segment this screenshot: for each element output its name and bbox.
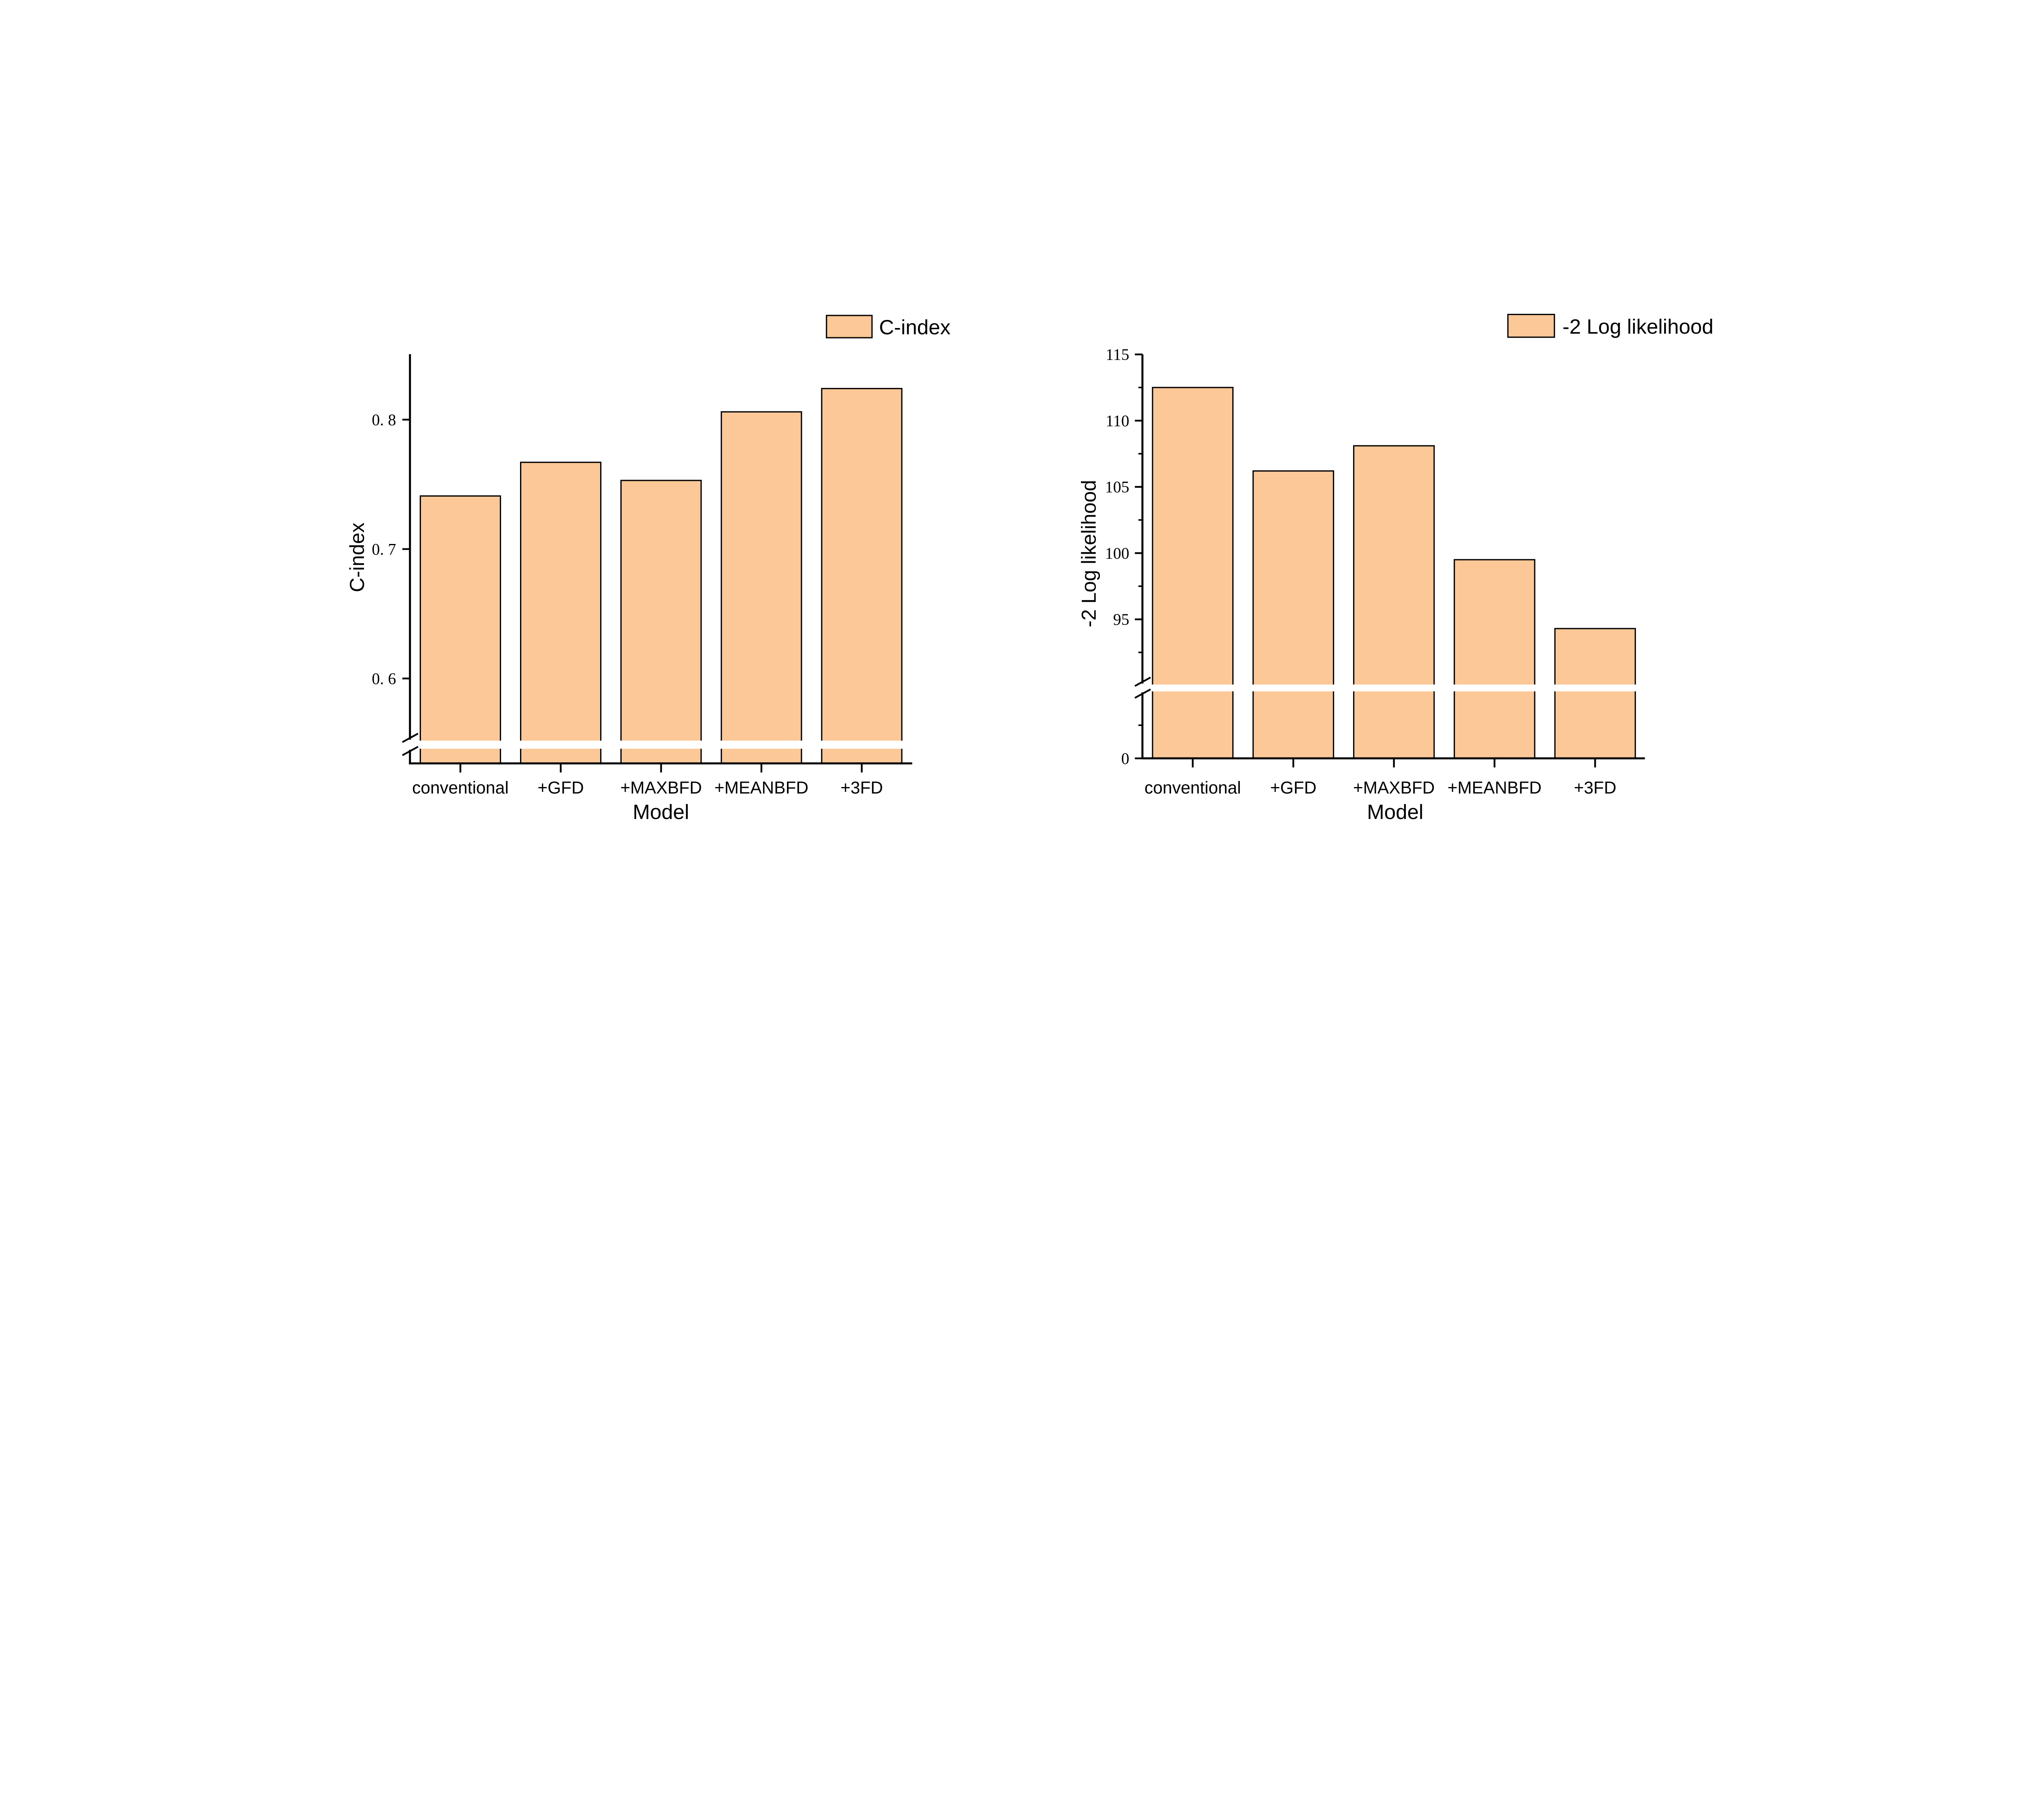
y-tick-label: 105 [1105, 478, 1129, 496]
axis-break-mark [1134, 677, 1151, 687]
bar-+GFD [520, 461, 602, 764]
bar-+MEANBFD [1453, 559, 1536, 759]
y-tick-label: 100 [1105, 544, 1129, 562]
bar-+3FD [821, 388, 903, 764]
y-tick-label: 0. 6 [372, 669, 396, 688]
x-tick-label: +MEANBFD [1447, 779, 1542, 798]
x-tick-label: +GFD [537, 779, 584, 798]
y-tick-label: 0. 7 [372, 540, 396, 558]
legend-swatch [1507, 313, 1555, 338]
y-tick-label: 110 [1106, 412, 1129, 430]
y-tick-label: 0. 8 [372, 411, 396, 429]
x-tick-label: +MAXBFD [620, 779, 702, 798]
y-tick-label: 115 [1106, 345, 1129, 364]
x-axis-title: Model [633, 800, 690, 823]
axis-break-mark [1134, 688, 1151, 699]
background [0, 0, 2022, 1138]
axis-break-band [1145, 684, 1643, 692]
bar-+MEANBFD [721, 411, 802, 764]
legend-label: -2 Log likelihood [1563, 315, 1713, 338]
legend-swatch [826, 315, 873, 339]
bar-conventional [1152, 387, 1234, 759]
axis-break-mark [402, 746, 419, 756]
figure: C-index Model C-index conventional +GFD +M… [0, 0, 2022, 1138]
x-tick-label: conventional [1144, 779, 1241, 798]
x-tick-label: conventional [412, 779, 509, 798]
figure-container: C-index Model C-index conventional +GFD +M… [0, 0, 2022, 1138]
y-axis-title: C-index [346, 523, 368, 592]
bar-conventional [419, 495, 501, 764]
c-index-chart: C-index Model C-index conventional +GFD +M… [346, 315, 951, 823]
bar-+MAXBFD [620, 480, 702, 764]
x-tick-label: +3FD [840, 779, 883, 798]
x-axis-title: Model [1367, 800, 1423, 823]
axis-break-band [412, 741, 910, 749]
x-tick-label: +GFD [1270, 779, 1317, 798]
bar-+3FD [1554, 628, 1636, 759]
x-tick-label: +MAXBFD [1353, 779, 1435, 798]
axis-break-mark [402, 732, 419, 743]
y-axis-title: -2 Log likelihood [1077, 480, 1100, 627]
bar-+GFD [1252, 470, 1335, 759]
legend-label: C-index [879, 315, 951, 339]
bar-+MAXBFD [1353, 445, 1435, 759]
y-tick-label: 0 [1121, 749, 1129, 768]
y-tick-label: 95 [1113, 610, 1129, 629]
log-likelihood-chart: -2 Log likelihood Model -2 Log likelihoo… [1077, 313, 1713, 823]
x-tick-label: +3FD [1574, 779, 1616, 798]
x-tick-label: +MEANBFD [715, 779, 809, 798]
